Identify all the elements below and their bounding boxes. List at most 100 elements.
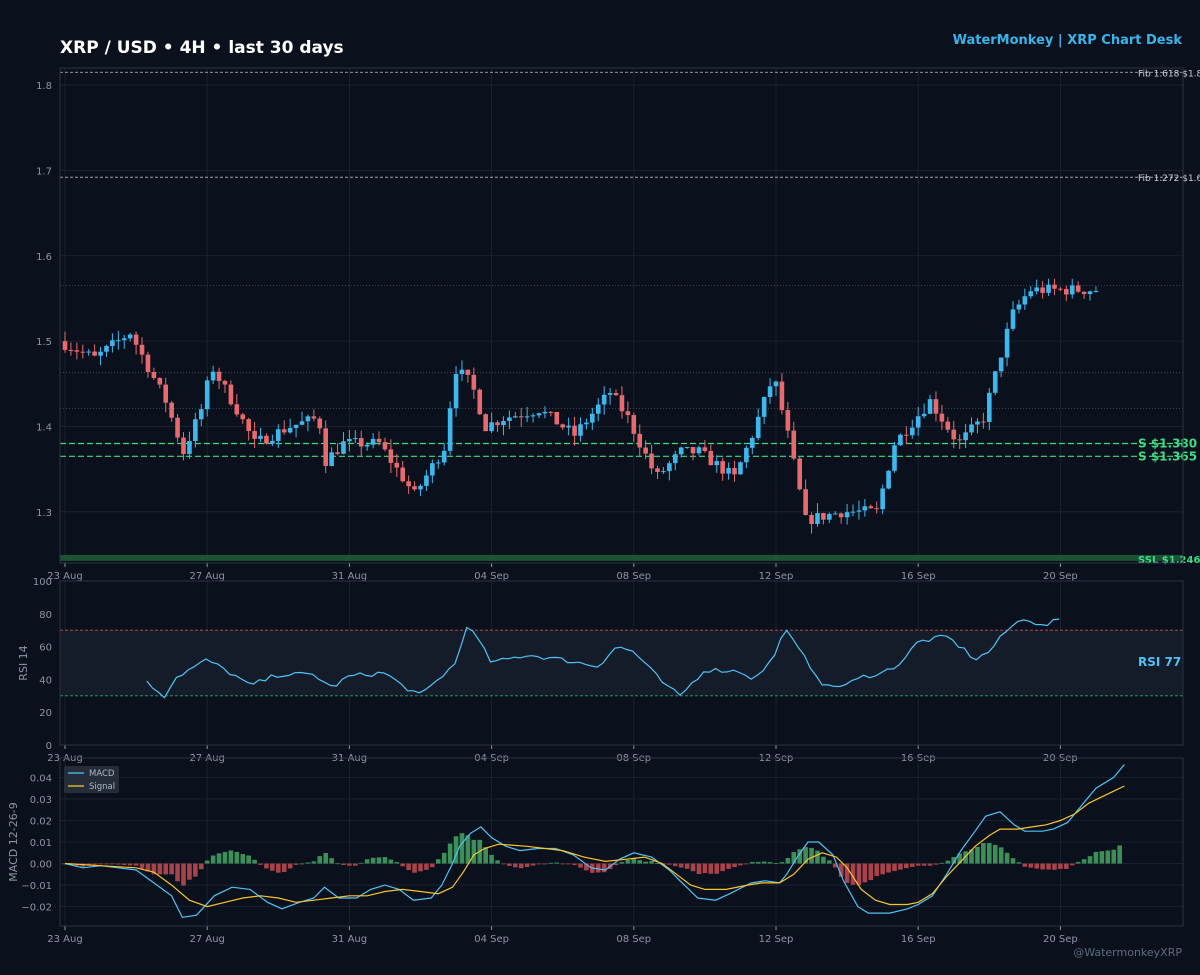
macd-hist-bar [252, 859, 257, 864]
macd-hist-bar [785, 858, 791, 864]
candle-body [815, 513, 820, 524]
macd-hist-bar [702, 863, 708, 874]
candle-body [1010, 309, 1016, 329]
macd-y-tick-label: 0.04 [30, 773, 52, 784]
candle-body [518, 416, 524, 418]
candle-body [234, 404, 240, 415]
macd-hist-bar [489, 854, 494, 864]
macd-hist-bar [595, 863, 601, 873]
macd-hist-bar [204, 860, 210, 864]
signal-legend-label: Signal [89, 782, 115, 792]
candle-body [181, 437, 186, 455]
macd-hist-bar [1099, 851, 1105, 864]
macd-hist-bar [518, 863, 524, 869]
price-panel-frame [59, 67, 1184, 564]
macd-hist-bar [898, 863, 903, 870]
candle-body [536, 413, 542, 416]
macd-hist-bar [584, 863, 589, 871]
macd-hist-bar [975, 846, 980, 864]
macd-hist-bar [459, 833, 465, 864]
macd-hist-bar [234, 851, 240, 864]
candle-body [904, 434, 909, 436]
macd-hist-bar [850, 863, 856, 885]
price-x-tick-label: 23 Aug [47, 571, 82, 582]
macd-hist-bar [293, 863, 299, 865]
macd-hist-bar [193, 863, 198, 877]
candle-body [477, 389, 483, 415]
macd-hist-bar [424, 863, 429, 870]
candle-body [998, 357, 1004, 372]
candle-body [554, 412, 560, 425]
candle-body [637, 433, 643, 448]
macd-hist-bar [430, 863, 435, 868]
price-x-tick-label: 04 Sep [474, 571, 509, 582]
candle-body [767, 386, 773, 397]
chart-title: XRP / USD • 4H • last 30 days [60, 38, 344, 58]
candle-body [317, 418, 323, 429]
macd-hist-bar [524, 863, 530, 867]
macd-x-tick-label: 23 Aug [47, 934, 82, 945]
macd-hist-bar [287, 863, 293, 869]
fib-level-label: Fib 1.272 $1.6 [1138, 174, 1200, 184]
macd-hist-bar [412, 863, 417, 873]
candle-body [435, 462, 441, 464]
macd-hist-bar [1081, 859, 1087, 864]
macd-hist-bar [791, 852, 797, 864]
watermark: @WatermonkeyXRP [1073, 946, 1182, 959]
candle-body [803, 489, 808, 515]
macd-hist-bar [915, 863, 921, 866]
price-y-tick-label: 1.6 [36, 252, 52, 263]
candle-body [708, 450, 714, 466]
candle-body [418, 485, 423, 490]
macd-hist-bar [815, 850, 820, 864]
candle-body [353, 438, 358, 440]
macd-hist-bar [311, 861, 317, 864]
macd-hist-bar [222, 851, 228, 864]
candle-body [139, 344, 145, 355]
macd-hist-bar [465, 835, 471, 864]
rsi-axis-label: RSI 14 [17, 645, 30, 680]
macd-hist-bar [341, 863, 346, 865]
macd-hist-bar [1105, 850, 1111, 864]
candle-body [578, 424, 583, 436]
candle-body [975, 421, 980, 425]
macd-hist-bar [388, 859, 394, 864]
macd-hist-bar [139, 863, 145, 869]
candle-body [530, 415, 536, 417]
candle-body [886, 470, 891, 489]
macd-hist-bar [347, 863, 352, 866]
candle-body [264, 435, 269, 444]
macd-hist-bar [400, 863, 406, 867]
candle-body [643, 447, 648, 454]
macd-hist-bar [667, 863, 672, 865]
candle-body [750, 437, 755, 448]
candle-body [258, 435, 263, 439]
candle-body [400, 467, 406, 482]
candle-body [607, 393, 613, 395]
macd-hist-bar [157, 863, 163, 875]
macd-hist-bar [714, 863, 720, 874]
candle-body [992, 371, 998, 393]
macd-y-tick-label: −0.02 [21, 903, 52, 914]
candle-body [898, 434, 903, 446]
rsi-band-fill [60, 630, 1183, 696]
macd-hist-bar [797, 849, 802, 864]
macd-hist-bar [939, 862, 945, 864]
macd-hist-bar [1016, 862, 1022, 864]
candle-body [1087, 291, 1093, 295]
candle-body [110, 340, 115, 346]
candle-body [631, 415, 637, 434]
macd-hist-bar [732, 863, 737, 868]
macd-hist-bar [566, 863, 571, 865]
price-y-tick-label: 1.5 [36, 337, 52, 348]
macd-hist-bar [832, 863, 838, 868]
candle-body [969, 424, 974, 433]
candle-body [1004, 328, 1010, 358]
price-y-tick-label: 1.8 [36, 81, 52, 92]
macd-hist-bar [1058, 863, 1063, 869]
candle-body [590, 413, 595, 423]
macd-hist-bar [471, 839, 477, 864]
macd-hist-bar [299, 863, 305, 865]
candle-body [299, 421, 305, 425]
macd-hist-bar [394, 862, 400, 864]
